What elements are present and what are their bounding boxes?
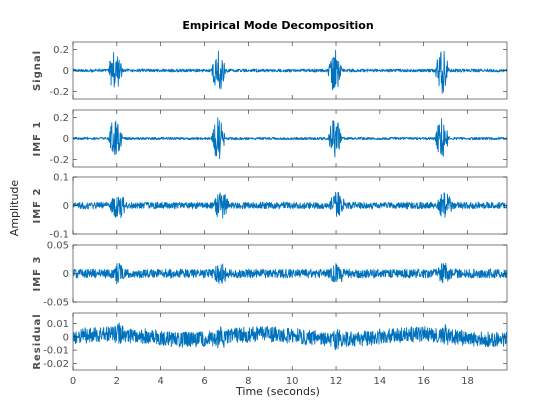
panel-signal: 0.2 0 -0.2 Signal — [32, 41, 508, 100]
x-tick-label: 12 — [330, 376, 343, 387]
x-tick-label: 14 — [374, 376, 387, 387]
x-tick-label: 2 — [114, 376, 120, 387]
x-tick-label: 8 — [245, 376, 251, 387]
y-tick-label: 0.2 — [53, 45, 69, 56]
y-tick-label: -0.02 — [43, 359, 69, 370]
panel-imf-1: 0.2 0 -0.2 IMF 1 — [32, 109, 508, 168]
y-tick-label: 0.05 — [47, 241, 69, 252]
series-line-imf-2 — [73, 191, 507, 219]
y-tick-label: -0.05 — [43, 298, 69, 309]
y-tick-label: 0.1 — [53, 173, 69, 184]
y-tick-label: 0.2 — [53, 113, 69, 124]
panel-imf-2: 0.1 0 -0.1 IMF 2 — [32, 173, 508, 241]
y-tick-label: -0.01 — [43, 346, 69, 357]
y-tick-label: -0.2 — [49, 155, 69, 166]
x-tick-label: 6 — [201, 376, 207, 387]
panels-group: 0.2 0 -0.2 Signal 0.2 0 -0.2 IMF 1 0.1 0 -0.1 IMF 2… — [32, 41, 508, 387]
y-tick-label: 0.01 — [47, 319, 69, 330]
x-tick-label: 16 — [417, 376, 430, 387]
panel-name-label: Residual — [32, 313, 43, 369]
x-tick-label: 4 — [157, 376, 163, 387]
x-tick-label: 18 — [461, 376, 474, 387]
series-line-signal — [73, 49, 507, 94]
x-tick-label: 10 — [286, 376, 299, 387]
y-tick-label: 0 — [63, 269, 69, 280]
y-tick-label: 0 — [63, 201, 69, 212]
panel-frame — [72, 312, 508, 371]
y-tick-label: 0 — [63, 134, 69, 145]
series-line-imf-3 — [73, 262, 507, 285]
panel-name-label: IMF 1 — [32, 121, 43, 157]
y-tick-label: -0.2 — [49, 87, 69, 98]
x-axis-label: Time (seconds) — [235, 385, 320, 398]
y-tick-label: 0 — [63, 66, 69, 77]
y-tick-label: -0.1 — [49, 230, 69, 241]
x-tick-label: 0 — [70, 376, 76, 387]
chart-title: Empirical Mode Decomposition — [182, 19, 373, 32]
y-axis-label: Amplitude — [8, 180, 21, 237]
series-line-imf-1 — [73, 117, 507, 160]
panel-name-label: IMF 2 — [32, 188, 43, 224]
series-line-residual — [73, 322, 507, 350]
y-tick-label: 0 — [63, 332, 69, 343]
panel-name-label: Signal — [32, 50, 43, 91]
panel-name-label: IMF 3 — [32, 256, 43, 292]
